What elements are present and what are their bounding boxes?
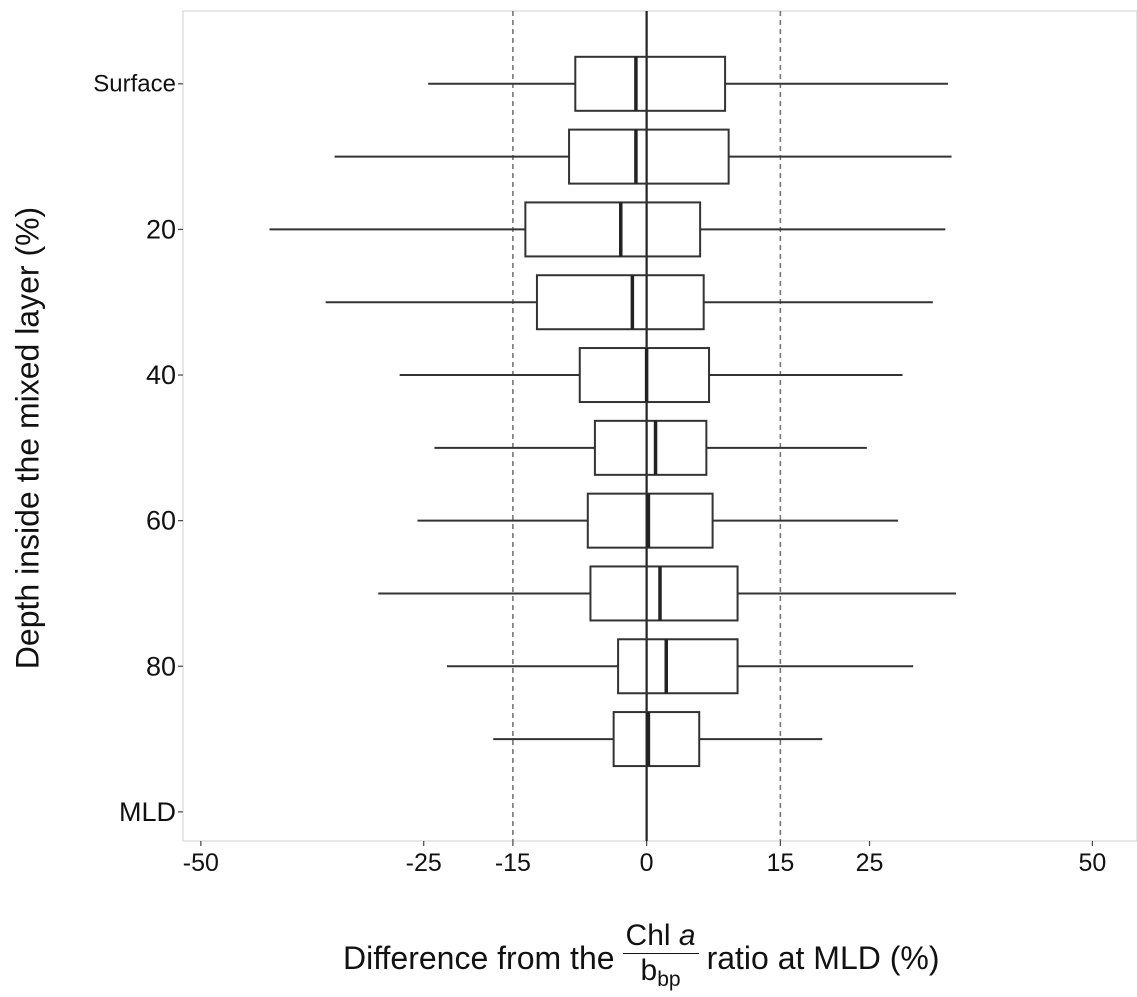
- box-plot-depth-40: [399, 347, 903, 404]
- interquartile-box: [574, 55, 727, 112]
- box-plot-depth-0: [428, 55, 948, 112]
- reference-lines: [512, 11, 782, 841]
- x-tick-label: 25: [856, 849, 884, 877]
- fraction-numerator-italic: a: [678, 918, 696, 952]
- box-plot-depth-90: [493, 711, 823, 768]
- box-plot-depth-60: [417, 492, 899, 549]
- box-plot-depth-10: [334, 128, 952, 185]
- x-axis-title-fraction: Chl a bbp: [622, 919, 699, 997]
- interquartile-box: [586, 492, 714, 549]
- y-tick-label: Surface: [93, 70, 176, 97]
- box-plot-depth-70: [378, 565, 957, 622]
- interquartile-box: [568, 128, 730, 185]
- fraction-denominator-base: b: [640, 954, 658, 988]
- interquartile-box: [524, 201, 702, 258]
- y-tick-label: 80: [146, 651, 176, 681]
- x-tick-label: 50: [1079, 849, 1107, 877]
- y-tick-label: 40: [146, 360, 176, 390]
- fraction-numerator-text: Chl: [625, 918, 679, 952]
- y-axis-title-text: Depth inside the mixed layer (%): [9, 206, 46, 670]
- x-tick-label: -15: [495, 849, 531, 877]
- x-tick-label: 15: [766, 849, 794, 877]
- fraction-numerator: Chl a: [623, 919, 699, 953]
- y-tick-label: 20: [146, 214, 176, 244]
- plot-panel: [182, 10, 1137, 842]
- box-plot-depth-50: [434, 419, 867, 476]
- y-tick-label: MLD: [119, 797, 176, 827]
- interquartile-box: [535, 274, 705, 331]
- fraction-bar: [622, 952, 699, 955]
- x-axis: -50 -25 -15 0 15 25 50: [183, 841, 1107, 877]
- interquartile-box: [612, 711, 701, 768]
- x-axis-title-prefix: Difference from the: [343, 939, 615, 976]
- interquartile-box: [593, 419, 708, 476]
- y-axis: Surface 20 40 60 80 MLD: [93, 70, 183, 827]
- fraction-denominator: bbp: [641, 954, 681, 997]
- x-axis-title-suffix: ratio at MLD (%): [706, 939, 940, 976]
- interquartile-box: [617, 638, 739, 695]
- interquartile-box: [589, 565, 739, 622]
- box-series: [269, 55, 957, 768]
- x-axis-title: Difference from the Chl a bbp ratio at M…: [343, 919, 940, 992]
- box-plot-depth-30: [325, 274, 933, 331]
- y-tick-label: 60: [146, 506, 176, 536]
- fraction-denominator-sub: bp: [657, 968, 681, 992]
- x-tick-label: -25: [406, 849, 442, 877]
- x-tick-label: -50: [183, 849, 219, 877]
- box-plot-depth-80: [446, 638, 914, 695]
- box-plot-depth-20: [269, 201, 946, 258]
- x-tick-label: 0: [640, 849, 654, 877]
- interquartile-box: [578, 347, 711, 404]
